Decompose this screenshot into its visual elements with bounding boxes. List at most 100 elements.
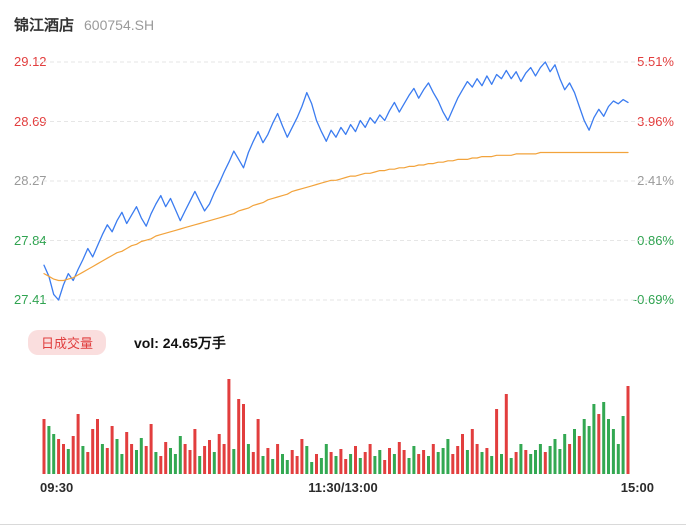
volume-bar: [383, 460, 387, 474]
volume-bar: [451, 454, 455, 474]
volume-bar: [602, 402, 606, 474]
volume-bar: [96, 419, 99, 474]
volume-bar: [354, 446, 357, 474]
volume-bar: [534, 450, 537, 474]
volume-bar: [470, 429, 474, 474]
volume-bar: [558, 449, 562, 474]
volume-bar: [422, 450, 426, 474]
volume-bar: [427, 456, 430, 474]
volume-bar: [461, 434, 464, 474]
volume-bar: [62, 444, 65, 474]
volume-bar: [208, 440, 211, 474]
volume-bar: [271, 459, 275, 474]
stock-name: 锦江酒店: [14, 17, 75, 34]
volume-bar: [582, 419, 586, 474]
volume-bar: [441, 448, 445, 474]
volume-bar: [431, 444, 435, 474]
volume-bar: [543, 452, 547, 474]
volume-bar: [373, 456, 377, 474]
volume-bar: [465, 450, 469, 474]
volume-badge[interactable]: 日成交量: [28, 330, 107, 355]
volume-bar: [329, 452, 333, 474]
volume-bar: [446, 439, 450, 474]
volume-bar: [495, 409, 499, 474]
volume-bar: [324, 444, 328, 474]
volume-bar: [621, 416, 625, 474]
volume-bar: [246, 444, 250, 474]
volume-bar: [592, 404, 596, 474]
volume-bar: [519, 444, 523, 474]
volume-bar: [475, 444, 479, 474]
volume-bar: [611, 429, 615, 474]
avg-line: [43, 151, 629, 282]
volume-bar: [178, 436, 182, 474]
volume-bar: [315, 454, 318, 474]
volume-bar: [553, 439, 557, 474]
volume-bar: [110, 426, 114, 474]
volume-bar: [159, 456, 163, 474]
volume-bar: [626, 386, 630, 474]
price-chart[interactable]: [0, 48, 686, 310]
volume-bar: [237, 399, 241, 474]
volume-bar: [125, 432, 129, 474]
volume-bar: [266, 448, 270, 474]
volume-bar: [563, 434, 567, 474]
volume-bar: [300, 439, 304, 474]
volume-bar: [388, 448, 391, 474]
volume-bar: [577, 436, 581, 474]
volume-bar: [66, 449, 70, 474]
volume-bar: [436, 452, 440, 474]
volume-bar: [529, 454, 533, 474]
volume-bar: [227, 379, 231, 474]
volume-bar: [480, 452, 484, 474]
volume-bar: [412, 446, 416, 474]
volume-bar: [485, 448, 489, 474]
volume-bar: [242, 404, 245, 474]
volume-bar: [349, 454, 353, 474]
time-label-midday: 11:30/13:00: [308, 480, 378, 495]
volume-bar: [86, 452, 90, 474]
volume-bar: [587, 426, 591, 474]
time-label-open: 09:30: [40, 480, 74, 495]
volume-bar: [42, 419, 46, 474]
volume-bar: [500, 454, 503, 474]
volume-bar: [402, 450, 406, 474]
volume-bar: [261, 456, 265, 474]
volume-header: 日成交量 vol: 24.65万手: [28, 330, 226, 355]
volume-bar: [203, 446, 207, 474]
volume-bar: [334, 456, 338, 474]
volume-bar: [57, 439, 61, 474]
volume-bar: [76, 414, 80, 474]
volume-bar: [217, 434, 221, 474]
volume-value: vol: 24.65万手: [134, 334, 226, 351]
volume-bar: [154, 452, 158, 474]
volume-bar: [456, 446, 460, 474]
volume-bar: [149, 424, 153, 474]
volume-bar: [198, 456, 202, 474]
volume-bar: [281, 454, 284, 474]
volume-bar: [504, 394, 508, 474]
volume-bar: [368, 444, 372, 474]
price-line: [43, 61, 629, 301]
volume-bar: [256, 419, 260, 474]
volume-bar: [358, 458, 362, 474]
volume-bar: [295, 456, 299, 474]
time-axis: 09:30 11:30/13:00 15:00: [0, 480, 686, 500]
volume-bar: [417, 454, 421, 474]
volume-bar: [251, 452, 255, 474]
volume-bar: [407, 458, 411, 474]
volume-bar: [193, 429, 197, 474]
volume-bar: [120, 454, 124, 474]
volume-bar: [135, 450, 138, 474]
volume-bar: [290, 450, 294, 474]
volume-bar: [144, 446, 148, 474]
volume-bar: [169, 448, 172, 474]
volume-chart[interactable]: [0, 368, 686, 478]
volume-bar: [538, 444, 542, 474]
volume-bar: [378, 450, 382, 474]
volume-bar: [616, 444, 620, 474]
volume-bar: [285, 460, 289, 474]
volume-bar: [115, 439, 119, 474]
volume-bar: [100, 444, 104, 474]
stock-code: 600754.SH: [84, 17, 155, 33]
